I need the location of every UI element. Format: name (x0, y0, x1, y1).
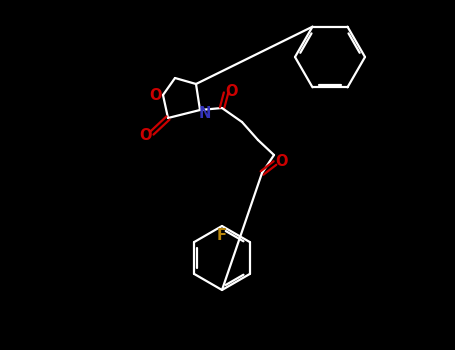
Text: O: O (226, 84, 238, 98)
Text: F: F (217, 228, 227, 243)
Text: N: N (199, 105, 211, 120)
Text: O: O (139, 127, 151, 142)
Text: O: O (150, 88, 162, 103)
Text: O: O (276, 154, 288, 168)
